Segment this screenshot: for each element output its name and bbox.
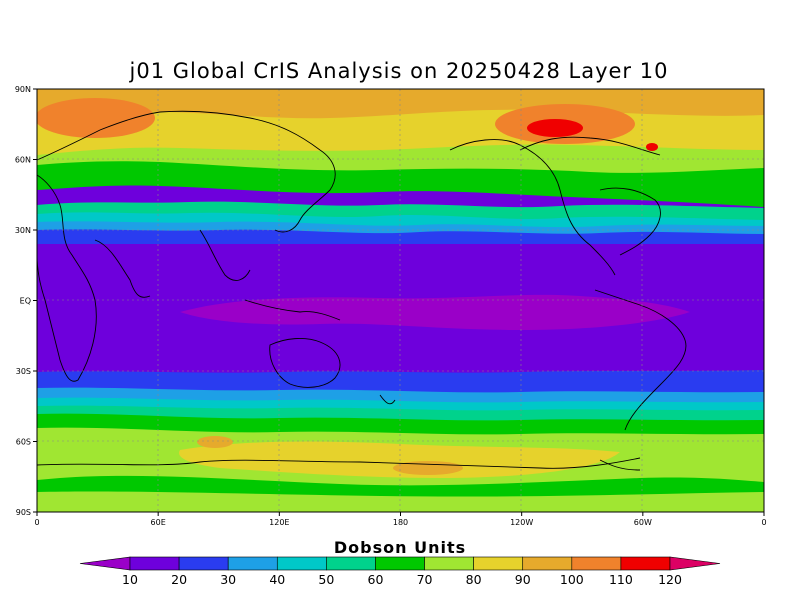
colorbar-level-label: 70 <box>417 572 433 587</box>
lon-tick-label: 120E <box>269 518 289 527</box>
colorbar-swatch <box>178 556 229 571</box>
s-high-orange-west <box>197 436 233 448</box>
colorbar-level-label: 40 <box>269 572 285 587</box>
lat-tick-label: 90S <box>16 508 31 517</box>
lat-tick-label: 30N <box>15 226 31 235</box>
colorbar-swatch <box>620 556 671 571</box>
colorbar: Dobson Units 10 20 30 40 50 60 70 80 90 100 110 120 <box>79 538 721 587</box>
colorbar-arrow-low <box>79 556 131 571</box>
lon-tick-label: 0 <box>761 518 766 527</box>
band-s-polar-yellow-green <box>37 491 764 512</box>
lat-tick-label: 60N <box>15 156 31 165</box>
lon-tick-label: 0 <box>34 518 39 527</box>
n-high-orange-west <box>37 98 155 138</box>
lat-tick-label: 90N <box>15 85 31 94</box>
figure-title: j01 Global CrIS Analysis on 20250428 Lay… <box>129 59 669 83</box>
longitude-axis: 0 60E 120E 180 120W 60W 0 <box>34 512 767 527</box>
colorbar-level-label: 20 <box>171 572 187 587</box>
colorbar-swatch <box>276 556 327 571</box>
n-high-red-small <box>646 143 658 151</box>
band-n-20-30 <box>37 229 764 244</box>
lat-tick-label: 30S <box>16 367 31 376</box>
colorbar-swatch <box>227 556 278 571</box>
lon-tick-label: 180 <box>393 518 408 527</box>
colorbar-level-label: 60 <box>368 572 384 587</box>
colorbar-swatch <box>522 556 573 571</box>
coastlines <box>37 110 687 471</box>
lon-tick-label: 120W <box>510 518 533 527</box>
colorbar-swatch <box>424 556 474 571</box>
colorbar-level-label: 120 <box>658 572 682 587</box>
colorbar-arrow-high <box>669 556 721 571</box>
colorbar-swatch <box>326 556 376 571</box>
colorbar-level-label: 30 <box>220 572 236 587</box>
band-n-90-100 <box>37 89 764 120</box>
latitude-axis: 90N 60N 30N EQ 30S 60S 90S <box>15 85 37 517</box>
colorbar-swatch <box>129 556 180 571</box>
colorbar-units-label: Dobson Units <box>334 538 466 557</box>
lat-tick-label: 60S <box>16 438 31 447</box>
colorbar-swatch <box>571 556 622 571</box>
map-plot-area <box>37 89 764 512</box>
map-gridlines <box>37 89 764 512</box>
lon-tick-label: 60E <box>151 518 166 527</box>
colorbar-level-label: 80 <box>466 572 482 587</box>
colorbar-level-label: 110 <box>609 572 633 587</box>
colorbar-swatch <box>473 556 524 571</box>
colorbar-swatch <box>375 556 425 571</box>
n-high-red <box>527 119 583 137</box>
colorbar-level-label: 100 <box>560 572 584 587</box>
colorbar-level-label: 90 <box>515 572 531 587</box>
lat-tick-label: EQ <box>20 297 31 306</box>
colorbar-level-label: 10 <box>122 572 138 587</box>
lon-tick-label: 60W <box>634 518 652 527</box>
colorbar-level-label: 50 <box>318 572 334 587</box>
tropics-min-band <box>180 294 690 330</box>
band-s-80-90 <box>179 441 620 478</box>
